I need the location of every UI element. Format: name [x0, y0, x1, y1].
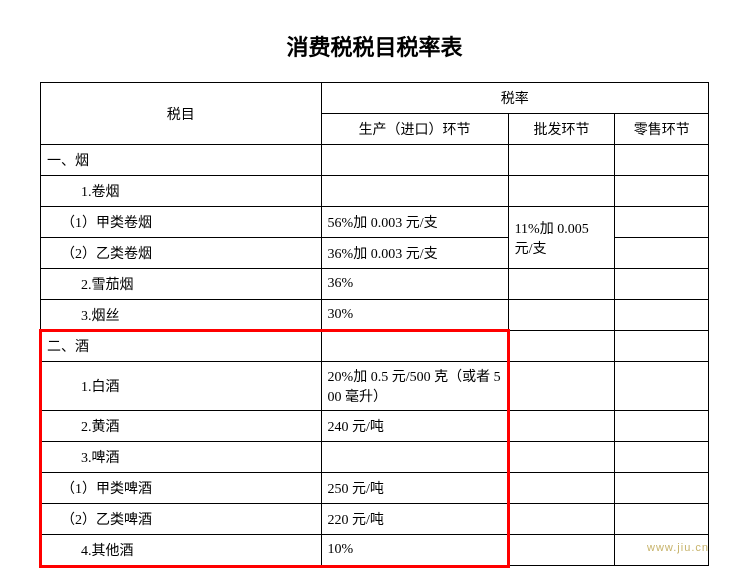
cell-retail [615, 145, 709, 176]
cell-wholesale [508, 411, 615, 442]
header-wholesale: 批发环节 [508, 114, 615, 145]
cell-retail [615, 411, 709, 442]
tax-rate-table: 税目 税率 生产（进口）环节 批发环节 零售环节 一、烟1.卷烟（1）甲类卷烟5… [40, 82, 709, 566]
cell-item: （1）甲类啤酒 [41, 473, 322, 504]
cell-item: （2）乙类卷烟 [41, 238, 322, 269]
cell-wholesale [508, 362, 615, 411]
cell-item: 二、酒 [41, 331, 322, 362]
cell-item: 2.雪茄烟 [41, 269, 322, 300]
cell-item: 一、烟 [41, 145, 322, 176]
cell-wholesale [508, 331, 615, 362]
header-rate-group: 税率 [321, 83, 708, 114]
cell-retail [615, 331, 709, 362]
cell-retail [615, 362, 709, 411]
table-header-row-1: 税目 税率 [41, 83, 709, 114]
cell-production: 56%加 0.003 元/支 [321, 207, 508, 238]
cell-item: 4.其他酒 [41, 535, 322, 566]
cell-retail [615, 504, 709, 535]
cell-production: 240 元/吨 [321, 411, 508, 442]
cell-item: 2.黄酒 [41, 411, 322, 442]
table-row: （1）甲类啤酒250 元/吨 [41, 473, 709, 504]
cell-wholesale [508, 442, 615, 473]
table-row: （2）乙类啤酒220 元/吨 [41, 504, 709, 535]
cell-retail [615, 176, 709, 207]
cell-item: 1.白酒 [41, 362, 322, 411]
table-row: 4.其他酒10% [41, 535, 709, 566]
cell-wholesale [508, 473, 615, 504]
cell-retail [615, 238, 709, 269]
cell-production: 30% [321, 300, 508, 331]
table-row: （1）甲类卷烟56%加 0.003 元/支11%加 0.005 元/支 [41, 207, 709, 238]
cell-item: 3.啤酒 [41, 442, 322, 473]
table-row: 1.卷烟 [41, 176, 709, 207]
cell-wholesale [508, 535, 615, 566]
page-title: 消费税税目税率表 [40, 30, 709, 62]
cell-item: 1.卷烟 [41, 176, 322, 207]
cell-production: 20%加 0.5 元/500 克（或者 500 毫升） [321, 362, 508, 411]
cell-production: 36%加 0.003 元/支 [321, 238, 508, 269]
cell-wholesale [508, 269, 615, 300]
cell-production [321, 176, 508, 207]
cell-wholesale: 11%加 0.005 元/支 [508, 207, 615, 269]
cell-retail [615, 300, 709, 331]
header-production: 生产（进口）环节 [321, 114, 508, 145]
cell-wholesale [508, 145, 615, 176]
header-item: 税目 [41, 83, 322, 145]
cell-item: （1）甲类卷烟 [41, 207, 322, 238]
cell-production: 10% [321, 535, 508, 566]
cell-production: 220 元/吨 [321, 504, 508, 535]
cell-wholesale [508, 176, 615, 207]
table-row: 2.黄酒240 元/吨 [41, 411, 709, 442]
table-row: 3.烟丝30% [41, 300, 709, 331]
cell-retail [615, 473, 709, 504]
watermark: www.jiu.cn [647, 542, 709, 554]
cell-retail [615, 442, 709, 473]
header-retail: 零售环节 [615, 114, 709, 145]
cell-production [321, 331, 508, 362]
cell-production: 36% [321, 269, 508, 300]
cell-item: 3.烟丝 [41, 300, 322, 331]
cell-item: （2）乙类啤酒 [41, 504, 322, 535]
cell-production [321, 145, 508, 176]
table-row: 一、烟 [41, 145, 709, 176]
cell-production [321, 442, 508, 473]
table-body: 一、烟1.卷烟（1）甲类卷烟56%加 0.003 元/支11%加 0.005 元… [41, 145, 709, 566]
table-row: 2.雪茄烟36% [41, 269, 709, 300]
cell-retail [615, 269, 709, 300]
table-row: 二、酒 [41, 331, 709, 362]
cell-retail [615, 207, 709, 238]
cell-wholesale [508, 300, 615, 331]
table-row: 1.白酒20%加 0.5 元/500 克（或者 500 毫升） [41, 362, 709, 411]
cell-wholesale [508, 504, 615, 535]
table-wrapper: 税目 税率 生产（进口）环节 批发环节 零售环节 一、烟1.卷烟（1）甲类卷烟5… [40, 82, 709, 566]
cell-production: 250 元/吨 [321, 473, 508, 504]
table-row: 3.啤酒 [41, 442, 709, 473]
